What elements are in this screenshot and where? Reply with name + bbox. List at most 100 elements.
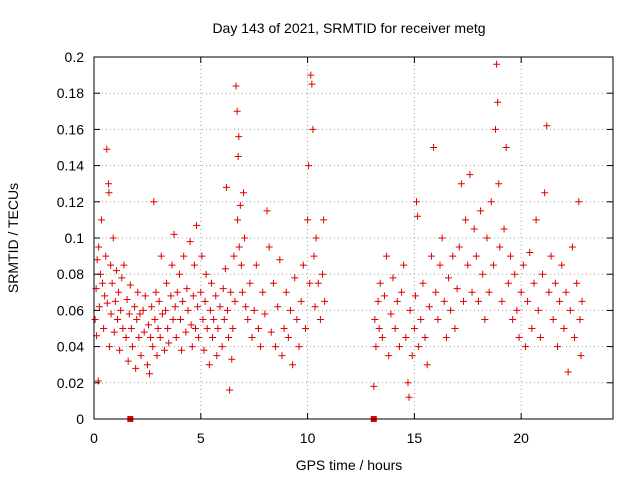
data-point (466, 171, 474, 179)
data-point (286, 306, 294, 314)
data-point (534, 306, 542, 314)
data-point (272, 343, 280, 351)
data-point (385, 352, 393, 360)
chart-title: Day 143 of 2021, SRMTID for receiver met… (212, 20, 485, 36)
data-point (99, 279, 107, 287)
data-point (127, 325, 135, 332)
data-point (184, 306, 192, 314)
data-point (134, 288, 142, 296)
data-point (494, 98, 502, 106)
data-point (410, 325, 418, 332)
data-point (244, 315, 252, 323)
data-point (207, 279, 215, 287)
data-point (408, 352, 416, 360)
data-point (504, 279, 512, 287)
data-point (235, 133, 243, 141)
data-point (171, 303, 179, 311)
data-point (206, 306, 214, 314)
data-point (131, 303, 139, 311)
data-point (380, 292, 388, 300)
data-point (225, 334, 233, 342)
data-point (149, 343, 157, 351)
data-point (462, 216, 470, 224)
data-point (140, 328, 148, 336)
x-axis-label: GPS time / hours (296, 457, 403, 473)
data-point (374, 297, 382, 305)
y-tick-label: 0.02 (57, 375, 84, 391)
data-point (103, 145, 111, 153)
data-point (536, 334, 544, 342)
data-point (182, 328, 190, 336)
data-point (506, 252, 514, 260)
data-point (305, 162, 313, 170)
data-point (321, 297, 329, 305)
y-tick-label: 0.16 (57, 121, 84, 137)
data-point (556, 297, 564, 305)
data-point (124, 357, 132, 365)
data-point (167, 292, 175, 300)
data-point (383, 252, 391, 260)
data-point (389, 274, 397, 282)
data-point (551, 279, 559, 287)
data-point (116, 346, 124, 354)
data-point (220, 315, 228, 323)
data-point (250, 306, 258, 314)
data-point (405, 393, 413, 401)
data-point (178, 346, 186, 354)
data-point (153, 352, 161, 360)
data-point (115, 288, 123, 296)
data-point (137, 352, 145, 360)
y-tick-label: 0.04 (57, 339, 84, 355)
data-point (393, 297, 401, 305)
data-point (430, 144, 438, 151)
data-point (276, 256, 284, 264)
data-point (541, 189, 549, 197)
data-point (468, 288, 476, 296)
data-point (189, 292, 197, 300)
data-point (205, 361, 213, 369)
data-point (571, 334, 579, 342)
data-point (223, 306, 231, 314)
data-point (560, 325, 568, 332)
x-tick-label: 15 (407, 430, 423, 446)
data-point (173, 288, 181, 296)
data-point (562, 288, 570, 296)
data-point (307, 71, 315, 79)
data-point (177, 315, 184, 323)
data-point (578, 297, 586, 305)
y-tick-label: 0.08 (57, 266, 84, 282)
data-point (228, 355, 236, 363)
x-tick-label: 10 (300, 430, 316, 446)
data-point (218, 343, 226, 351)
data-point (371, 315, 379, 323)
data-point (295, 343, 303, 351)
data-point (133, 315, 141, 323)
data-point (103, 299, 111, 307)
data-point (188, 343, 196, 351)
data-point (434, 315, 442, 323)
data-point (457, 180, 465, 188)
data-point (440, 297, 448, 305)
data-point (419, 279, 427, 287)
data-point (263, 207, 271, 215)
y-tick-label: 0.1 (65, 230, 85, 246)
data-point (148, 303, 156, 311)
data-point (210, 315, 218, 323)
data-point (150, 198, 158, 206)
data-point (455, 243, 463, 251)
data-point (310, 252, 318, 260)
data-point (309, 125, 317, 133)
data-point (308, 80, 316, 88)
data-point (566, 306, 574, 314)
data-point (297, 297, 305, 305)
data-point (172, 334, 180, 342)
data-point (162, 306, 170, 314)
data-point (118, 274, 126, 282)
data-point (107, 261, 115, 269)
data-point (222, 183, 230, 191)
data-point (320, 216, 328, 224)
data-point (169, 315, 177, 323)
data-point (464, 261, 472, 269)
data-point (447, 306, 455, 314)
data-point (234, 216, 242, 224)
